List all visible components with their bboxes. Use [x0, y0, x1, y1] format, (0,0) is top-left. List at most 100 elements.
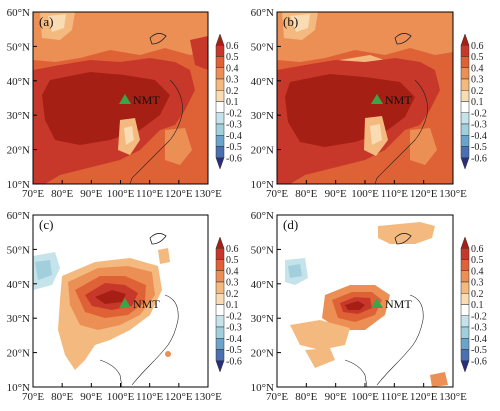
panel-b-colorbar-tick: -0.4 — [471, 131, 487, 142]
panel-a-colorbar-tick: -0.2 — [226, 108, 242, 119]
panel-d-ytick-label: 30°N — [251, 313, 274, 325]
panel-b-ytick-label: 10°N — [251, 179, 274, 191]
panel-b: (b) NMT — [276, 11, 454, 185]
panel-d-map — [277, 215, 453, 387]
panel-d-xtick-label: 70°E — [266, 391, 288, 403]
panel-a-ytick-label: 40°N — [7, 76, 30, 88]
panel-b-colorbar-tick: 0.3 — [471, 75, 484, 86]
panel-b-colorbar-segment — [460, 90, 470, 102]
panel-d-xtick-label: 130°E — [439, 391, 467, 403]
panel-b-colorbar-segment — [460, 33, 470, 46]
panel-c-ytick-label: 10°N — [7, 382, 30, 394]
panel-d-colorbar-segment — [460, 281, 470, 294]
panel-d-colorbar-segment — [460, 293, 470, 305]
panel-b-colorbar-segment — [460, 157, 470, 170]
panel-a-xtick-label: 130°E — [194, 188, 222, 200]
panel-b-xtick-label: 70°E — [266, 188, 288, 200]
panel-c-ytick-label: 20°N — [7, 348, 30, 360]
panel-b-colorbar-segment — [460, 135, 470, 147]
panel-a-colorbar-segment — [215, 123, 225, 136]
panel-c-ytick-label: 50°N — [7, 244, 30, 256]
panel-b-colorbar-tick: 0.6 — [471, 41, 484, 52]
panel-d-colorbar-tick: 0.4 — [471, 266, 484, 277]
panel-a-xtick-label: 90°E — [80, 188, 102, 200]
panel-a-colorbar-segment — [215, 56, 225, 68]
panel-b-colorbar-segment — [460, 56, 470, 68]
panel-b-xtick-label: 110°E — [381, 188, 408, 200]
panel-d-colorbar-tick: -0.3 — [471, 323, 487, 334]
panel-a-colorbar-tick: -0.3 — [226, 120, 242, 131]
panel-d-ytick-label: 50°N — [251, 244, 274, 256]
panel-d-colorbar-tick: 0.1 — [471, 300, 484, 311]
panel-a-colorbar-tick: 0.3 — [226, 75, 239, 86]
panel-c-colorbar-segment — [215, 360, 225, 373]
panel-c-colorbar-segment — [215, 304, 225, 316]
panel-b-colorbar-segment — [460, 101, 470, 113]
panel-c-colorbar-segment — [215, 349, 225, 361]
panel-b-map — [277, 12, 453, 184]
panel-b-colorbar-tick: -0.6 — [471, 153, 487, 164]
panel-a-colorbar-segment — [215, 101, 225, 113]
panel-d-colorbar-segment — [460, 326, 470, 339]
panel-b-colorbar-tick: -0.3 — [471, 120, 487, 131]
panel-a-xtick-label: 70°E — [22, 188, 44, 200]
panel-a-colorbar-segment — [215, 146, 225, 158]
panel-d-site-label: NMT — [385, 297, 412, 311]
panel-a-colorbar-tick: -0.5 — [226, 142, 242, 153]
panel-c-xtick-label: 110°E — [136, 391, 163, 403]
panel-b-colorbar-segment — [460, 123, 470, 136]
panel-d-label: (d) — [283, 217, 298, 232]
panel-b-colorbar-segment — [460, 78, 470, 91]
panel-a-colorbar-segment — [215, 135, 225, 147]
panel-b-colorbar-tick: 0.1 — [471, 97, 484, 108]
panel-a-ytick-label: 20°N — [7, 145, 30, 157]
panel-c-xtick-label: 100°E — [107, 391, 135, 403]
panel-b-ytick-label: 40°N — [251, 76, 274, 88]
panel-b-colorbar-tick: 0.5 — [471, 52, 484, 63]
panel-c-xtick-label: 80°E — [51, 391, 73, 403]
panel-c-colorbar-tick: 0.3 — [226, 278, 239, 289]
panel-c-colorbar-segment — [215, 326, 225, 339]
panel-d-ytick-label: 10°N — [251, 382, 274, 394]
panel-c-site-label: NMT — [133, 297, 160, 311]
panel-c-xtick-label: 90°E — [80, 391, 102, 403]
panel-d-xtick-label: 100°E — [351, 391, 379, 403]
panel-a-site-marker — [119, 94, 131, 104]
panel-a-colorbar-tick: 0.2 — [226, 86, 239, 97]
panel-d-colorbar-segment — [460, 304, 470, 316]
panel-a-xtick-label: 120°E — [165, 188, 193, 200]
panel-a-colorbar-tick: 0.5 — [226, 52, 239, 63]
panel-c-xtick-label: 120°E — [165, 391, 193, 403]
panel-b-xtick-label: 100°E — [351, 188, 379, 200]
panel-d-colorbar-tick: 0.6 — [471, 244, 484, 255]
panel-a-colorbar-segment — [215, 157, 225, 170]
panel-b-xtick-label: 120°E — [410, 188, 438, 200]
panel-c-colorbar-tick: -0.5 — [226, 345, 242, 356]
panel-d-ytick-label: 60°N — [251, 210, 274, 222]
panel-c-colorbar-segment — [215, 270, 225, 283]
panel-c-colorbar-tick: -0.6 — [226, 356, 242, 367]
panel-c-map — [33, 215, 208, 387]
panel-d-xtick-label: 90°E — [325, 391, 347, 403]
panel-d-xtick-label: 120°E — [410, 391, 438, 403]
panel-b-colorbar-tick: 0.2 — [471, 86, 484, 97]
panel-c-xtick-label: 130°E — [194, 391, 222, 403]
panel-b-colorbar-segment — [460, 146, 470, 158]
panel-d-xtick-label: 110°E — [381, 391, 408, 403]
panel-a-colorbar-segment — [215, 67, 225, 80]
panel-b-site-marker — [371, 94, 383, 104]
panel-c-colorbar-tick: 0.5 — [226, 255, 239, 266]
panel-d-colorbar-segment — [460, 315, 470, 328]
panel-d-colorbar-tick: -0.4 — [471, 334, 487, 345]
panel-d-colorbar-segment — [460, 236, 470, 249]
panel-a-colorbar-segment — [215, 78, 225, 91]
panel-c-colorbar-tick: -0.4 — [226, 334, 242, 345]
panel-c-colorbar-segment — [215, 259, 225, 271]
panel-c-colorbar-segment — [215, 293, 225, 305]
panel-d-colorbar-segment — [460, 248, 470, 260]
panel-d-colorbar-segment — [460, 338, 470, 350]
panel-b-ytick-label: 30°N — [251, 110, 274, 122]
panel-b-xtick-label: 80°E — [295, 188, 317, 200]
panel-b-colorbar-tick: 0.4 — [471, 63, 484, 74]
